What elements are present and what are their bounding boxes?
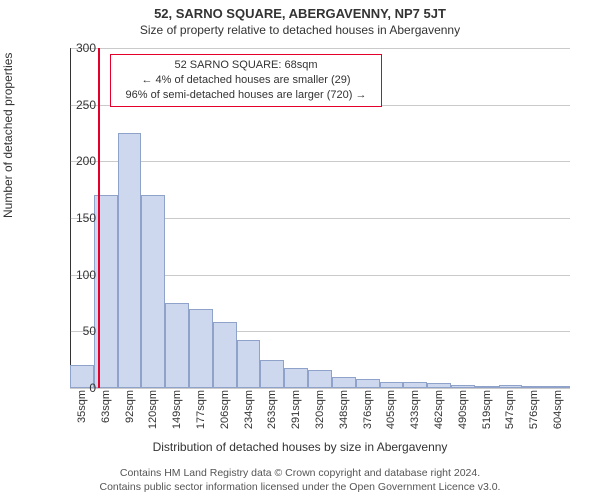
- x-tick-label: 177sqm: [195, 390, 207, 429]
- title-line-2: Size of property relative to detached ho…: [0, 23, 600, 37]
- y-tick-label: 0: [56, 381, 96, 395]
- x-tick-label: 490sqm: [457, 390, 469, 429]
- histogram-bar: [308, 370, 332, 388]
- property-marker-line: [98, 48, 100, 388]
- histogram-bar: [141, 195, 165, 388]
- x-tick-label: 547sqm: [504, 390, 516, 429]
- x-tick-label: 320sqm: [314, 390, 326, 429]
- y-tick-label: 250: [56, 98, 96, 112]
- annotation-line: ← 4% of detached houses are smaller (29): [117, 73, 375, 88]
- histogram-bar: [260, 360, 284, 388]
- x-tick-label: 519sqm: [481, 390, 493, 429]
- x-tick-label: 206sqm: [219, 390, 231, 429]
- plot-area: 52 SARNO SQUARE: 68sqm← 4% of detached h…: [70, 48, 570, 388]
- x-tick-label: 234sqm: [243, 390, 255, 429]
- x-tick-label: 604sqm: [552, 390, 564, 429]
- histogram-bar: [284, 368, 308, 388]
- histogram-bar: [356, 379, 380, 388]
- grid-line: [70, 48, 570, 49]
- histogram-bar: [213, 322, 237, 388]
- y-tick-label: 300: [56, 41, 96, 55]
- histogram-bar: [118, 133, 142, 388]
- x-tick-label: 63sqm: [100, 390, 112, 423]
- histogram-bar: [189, 309, 213, 388]
- y-tick-label: 200: [56, 154, 96, 168]
- x-tick-label: 120sqm: [147, 390, 159, 429]
- histogram-bar: [237, 340, 261, 388]
- x-tick-label: 433sqm: [409, 390, 421, 429]
- x-tick-label: 376sqm: [362, 390, 374, 429]
- y-tick-label: 100: [56, 268, 96, 282]
- x-tick-label: 149sqm: [171, 390, 183, 429]
- histogram-bar: [165, 303, 189, 388]
- x-tick-label: 405sqm: [385, 390, 397, 429]
- x-ticks-container: 35sqm63sqm92sqm120sqm149sqm177sqm206sqm2…: [70, 388, 570, 438]
- annotation-line: 52 SARNO SQUARE: 68sqm: [117, 58, 375, 73]
- histogram-bar: [332, 377, 356, 388]
- x-axis-label: Distribution of detached houses by size …: [0, 440, 600, 454]
- grid-line: [70, 161, 570, 162]
- x-tick-label: 576sqm: [528, 390, 540, 429]
- x-tick-label: 291sqm: [290, 390, 302, 429]
- y-axis-label: Number of detached properties: [1, 53, 15, 218]
- x-tick-label: 263sqm: [266, 390, 278, 429]
- footer-line-2: Contains public sector information licen…: [0, 480, 600, 494]
- y-tick-label: 150: [56, 211, 96, 225]
- annotation-box: 52 SARNO SQUARE: 68sqm← 4% of detached h…: [110, 54, 382, 107]
- title-line-1: 52, SARNO SQUARE, ABERGAVENNY, NP7 5JT: [0, 6, 600, 21]
- footer-line-1: Contains HM Land Registry data © Crown c…: [0, 466, 600, 480]
- x-tick-label: 462sqm: [433, 390, 445, 429]
- chart-title-block: 52, SARNO SQUARE, ABERGAVENNY, NP7 5JT S…: [0, 0, 600, 37]
- x-tick-label: 348sqm: [338, 390, 350, 429]
- y-tick-label: 50: [56, 324, 96, 338]
- footer-attribution: Contains HM Land Registry data © Crown c…: [0, 466, 600, 494]
- x-tick-label: 92sqm: [124, 390, 136, 423]
- annotation-line: 96% of semi-detached houses are larger (…: [117, 88, 375, 103]
